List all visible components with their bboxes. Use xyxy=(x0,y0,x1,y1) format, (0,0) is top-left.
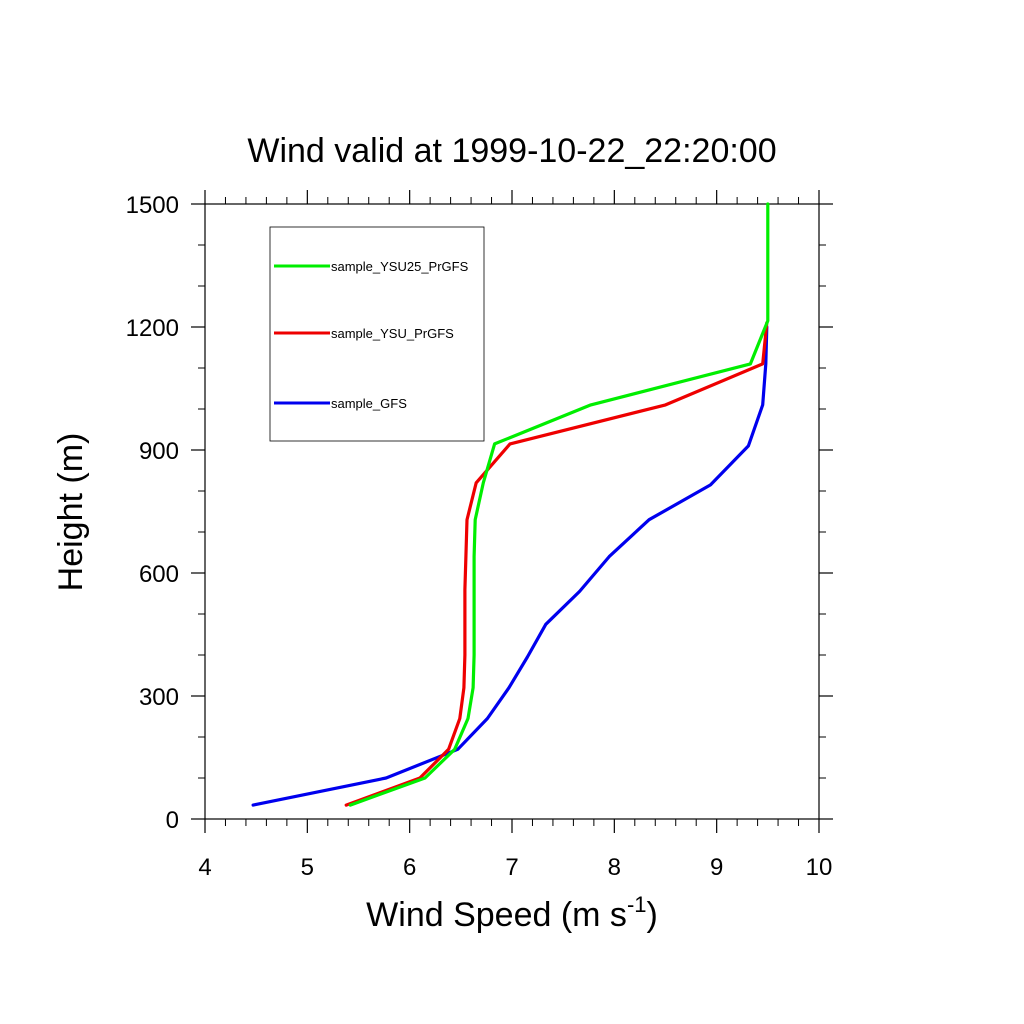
y-tick-label: 0 xyxy=(166,807,179,834)
axis-tick-labels: 4 5 6 7 8 9 10 0 300 600 900 1200 1500 xyxy=(126,192,833,881)
y-tick-label: 1200 xyxy=(126,315,179,342)
y-tick-label: 300 xyxy=(139,684,179,711)
chart-title: Wind valid at 1999-10-22_22:20:00 xyxy=(247,132,776,170)
series-lines xyxy=(251,202,770,807)
x-axis-label: Wind Speed (m s-1) xyxy=(366,892,658,934)
x-tick-label: 6 xyxy=(403,854,416,881)
x-axis-label-superscript: -1 xyxy=(627,892,647,917)
legend: sample_YSU25_PrGFS sample_YSU_PrGFSsample… xyxy=(269,226,485,442)
x-tick-label: 9 xyxy=(710,854,723,881)
series-line-sample-ysu25-prgfs xyxy=(348,202,770,807)
x-tick-label: 5 xyxy=(301,854,314,881)
legend-label: sample_GFS xyxy=(331,396,407,411)
y-axis-label: Height (m) xyxy=(52,433,90,592)
y-tick-label: 900 xyxy=(139,438,179,465)
series-line-sample-gfs xyxy=(251,325,769,807)
legend-label: sample_YSU_PrGFS xyxy=(331,326,454,341)
x-tick-label: 8 xyxy=(608,854,621,881)
x-axis-label-main: Wind Speed (m s xyxy=(366,896,627,934)
x-axis-label-close: ) xyxy=(647,896,658,934)
series-line-sample-ysu-prgfs xyxy=(344,321,769,807)
axis-ticks xyxy=(191,190,833,833)
x-tick-label: 7 xyxy=(505,854,518,881)
legend-label: sample_YSU25_PrGFS xyxy=(331,259,469,274)
x-tick-label: 10 xyxy=(806,854,833,881)
y-tick-label: 600 xyxy=(139,561,179,588)
y-tick-label: 1500 xyxy=(126,192,179,219)
x-tick-label: 4 xyxy=(198,854,211,881)
